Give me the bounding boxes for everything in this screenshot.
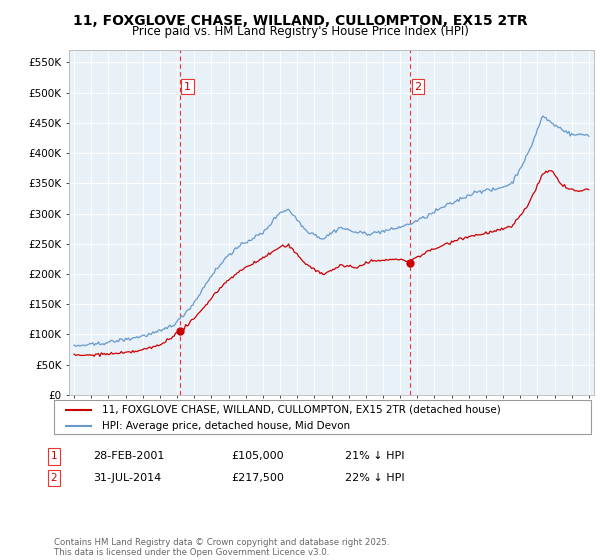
Text: 31-JUL-2014: 31-JUL-2014 — [93, 473, 161, 483]
Text: 21% ↓ HPI: 21% ↓ HPI — [345, 451, 404, 461]
Text: 1: 1 — [50, 451, 58, 461]
FancyBboxPatch shape — [54, 400, 591, 434]
Text: Contains HM Land Registry data © Crown copyright and database right 2025.
This d: Contains HM Land Registry data © Crown c… — [54, 538, 389, 557]
Text: £105,000: £105,000 — [231, 451, 284, 461]
Text: £217,500: £217,500 — [231, 473, 284, 483]
Text: HPI: Average price, detached house, Mid Devon: HPI: Average price, detached house, Mid … — [103, 421, 350, 431]
Text: 11, FOXGLOVE CHASE, WILLAND, CULLOMPTON, EX15 2TR (detached house): 11, FOXGLOVE CHASE, WILLAND, CULLOMPTON,… — [103, 405, 501, 415]
Text: Price paid vs. HM Land Registry's House Price Index (HPI): Price paid vs. HM Land Registry's House … — [131, 25, 469, 38]
Text: 22% ↓ HPI: 22% ↓ HPI — [345, 473, 404, 483]
Text: 1: 1 — [184, 82, 191, 92]
Text: 2: 2 — [415, 82, 422, 92]
Text: 28-FEB-2001: 28-FEB-2001 — [93, 451, 164, 461]
Text: 2: 2 — [50, 473, 58, 483]
Text: 11, FOXGLOVE CHASE, WILLAND, CULLOMPTON, EX15 2TR: 11, FOXGLOVE CHASE, WILLAND, CULLOMPTON,… — [73, 14, 527, 28]
